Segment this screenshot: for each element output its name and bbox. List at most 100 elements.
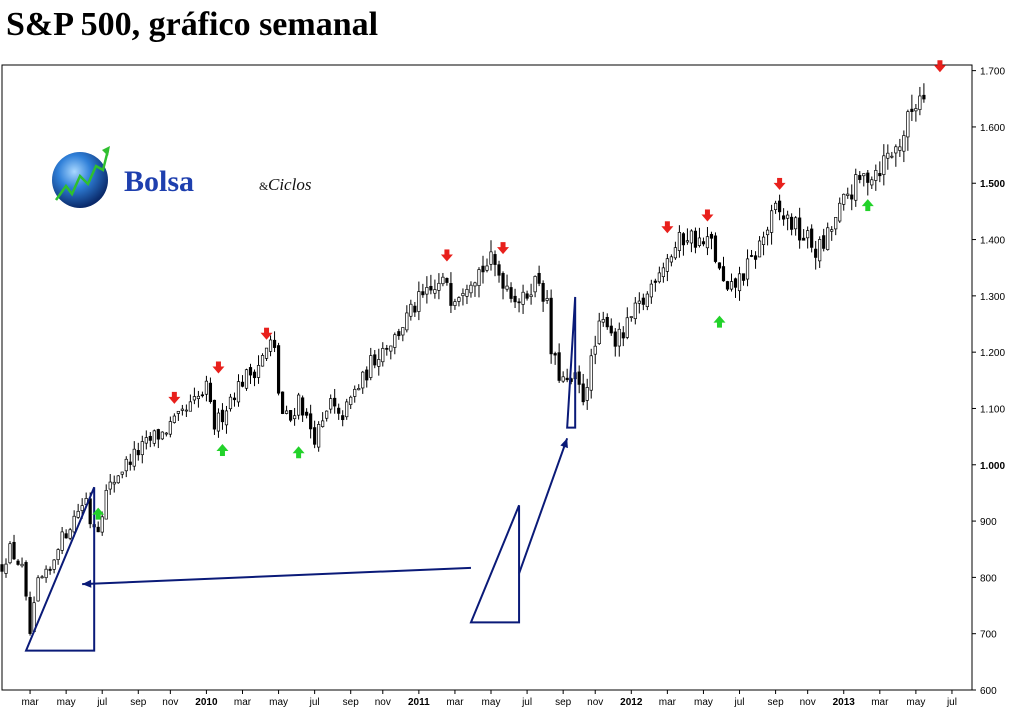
candle-down xyxy=(16,560,20,565)
buy-signal-arrow-icon xyxy=(861,199,874,212)
candle-down xyxy=(385,347,389,350)
logo-word-ciclos: Ciclos xyxy=(268,175,312,194)
candle-up xyxy=(617,328,621,347)
candle-down xyxy=(721,266,726,282)
arrow-shaft xyxy=(500,242,506,249)
candle-up xyxy=(44,568,48,579)
candle-up xyxy=(665,258,669,272)
candle-down xyxy=(850,194,854,200)
candle-down xyxy=(497,264,501,276)
candle-down xyxy=(240,381,245,387)
candle-down xyxy=(866,172,870,183)
candle-up xyxy=(20,563,24,567)
candle-down xyxy=(553,353,557,356)
candle-up xyxy=(260,355,265,367)
candle-up xyxy=(204,380,209,395)
candle-up xyxy=(409,303,413,317)
y-tick-label: 1.500 xyxy=(980,179,1005,190)
sell-signal-arrow-icon xyxy=(212,361,225,374)
arrow-head xyxy=(216,444,229,452)
x-tick-label: 2010 xyxy=(195,697,218,708)
candle-down xyxy=(577,371,581,385)
y-tick-label: 1.300 xyxy=(980,292,1005,303)
arrow-head xyxy=(92,507,105,515)
candle-down xyxy=(397,331,401,337)
candle-up xyxy=(625,317,629,338)
candle-up xyxy=(293,415,297,420)
x-tick-label: nov xyxy=(375,697,391,708)
x-tick-label: may xyxy=(694,697,713,708)
arrow-shaft xyxy=(937,60,943,67)
candle-down xyxy=(136,450,140,456)
candle-down xyxy=(778,200,782,213)
candle-up xyxy=(689,230,694,244)
candle-down xyxy=(509,287,513,299)
candle-up xyxy=(661,267,665,278)
arrow-head xyxy=(773,182,786,190)
sell-signal-arrow-icon xyxy=(933,60,946,73)
candle-up xyxy=(529,294,533,297)
x-tick-label: nov xyxy=(162,697,178,708)
candle-down xyxy=(429,285,433,291)
candle-up xyxy=(489,251,493,265)
candle-down xyxy=(725,281,730,290)
candle-down xyxy=(96,526,100,533)
candle-down xyxy=(493,254,497,265)
x-tick-label: mar xyxy=(659,697,677,708)
candle-down xyxy=(445,277,449,283)
candle-down xyxy=(910,108,914,112)
candle-down xyxy=(922,94,926,100)
candle-down xyxy=(525,293,529,299)
y-tick-label: 1.100 xyxy=(980,404,1005,415)
candle-up xyxy=(188,401,192,412)
y-tick-label: 1.600 xyxy=(980,123,1005,134)
candle-up xyxy=(405,312,409,331)
arrow-shaft xyxy=(264,327,270,334)
candle-up xyxy=(76,510,80,518)
candle-up xyxy=(890,155,894,158)
sell-signal-arrow-icon xyxy=(497,242,510,255)
candle-up xyxy=(838,202,842,222)
y-tick-label: 1.400 xyxy=(980,236,1005,247)
candle-down xyxy=(501,273,505,289)
candle-up xyxy=(425,287,429,295)
candle-up xyxy=(196,395,200,400)
candle-down xyxy=(565,377,569,381)
arrow-shaft xyxy=(444,249,450,256)
candle-down xyxy=(337,407,341,414)
candle-up xyxy=(633,302,637,320)
candle-up xyxy=(349,396,353,406)
candle-up xyxy=(806,230,810,239)
x-tick-label: nov xyxy=(587,697,603,708)
sell-signal-arrow-icon xyxy=(773,177,786,190)
arrow-shaft xyxy=(296,452,302,459)
x-tick-label: sep xyxy=(130,697,147,708)
candle-up xyxy=(465,289,469,297)
candle-up xyxy=(765,229,770,236)
candle-up xyxy=(842,193,846,205)
plot-frame xyxy=(1,64,973,691)
y-axis: 1.700 1.600 1.500 1.400 1.300 1.200 1.100 1.000… xyxy=(972,67,1005,697)
candle-down xyxy=(156,429,160,440)
candle-down xyxy=(641,297,645,305)
arrow-head xyxy=(661,226,674,234)
candle-up xyxy=(830,229,834,232)
x-tick-label: sep xyxy=(343,697,360,708)
candle-down xyxy=(802,237,806,241)
candle-up xyxy=(597,320,601,344)
candle-up xyxy=(36,577,40,602)
candle-down xyxy=(373,354,377,366)
candle-up xyxy=(377,359,381,367)
candle-up xyxy=(729,281,734,290)
candle-down xyxy=(0,564,4,572)
candle-up xyxy=(585,387,589,401)
candle-up xyxy=(894,146,898,154)
x-axis: mar may jul sep nov 2010 mar may jul sep nov 2011 ma… xyxy=(21,690,957,708)
candle-up xyxy=(697,237,702,246)
sell-signal-arrow-icon xyxy=(440,249,453,262)
candle-up xyxy=(846,193,850,196)
sell-signal-arrow-icon xyxy=(260,327,273,340)
candle-up xyxy=(124,458,128,472)
candle-down xyxy=(605,316,609,328)
annotation-triangle xyxy=(24,486,96,652)
